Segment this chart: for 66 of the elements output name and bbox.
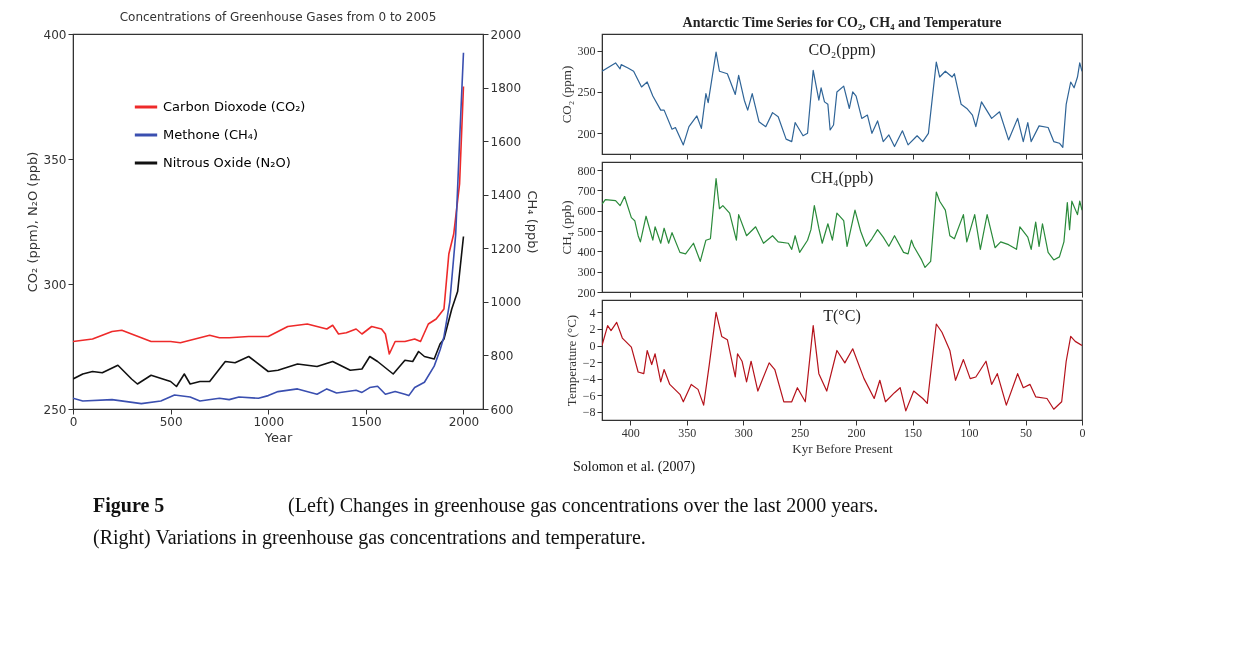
y-tick-label: 300 bbox=[577, 44, 596, 59]
legend-label: Carbon Dioxode (CO₂) bbox=[163, 99, 306, 114]
y-tick-label: 800 bbox=[577, 163, 596, 178]
y-axis-title: CO₂ (ppm), N₂O (ppb) bbox=[24, 151, 40, 293]
caption: Figure 5 bbox=[93, 494, 165, 517]
y2-axis-title: CH₄ (ppb) bbox=[525, 190, 541, 254]
y2-tick-label: 800 bbox=[490, 348, 514, 363]
x-tick-label: 350 bbox=[678, 425, 697, 440]
text: (Right) Variations in greenhouse gas concentrations and temperature. bbox=[93, 526, 646, 549]
x-tick-label: 250 bbox=[791, 425, 810, 440]
y-tick-label: 200 bbox=[577, 285, 596, 300]
x-axis-title: Kyr Before Present bbox=[792, 440, 894, 456]
x-tick-label: 1500 bbox=[351, 414, 382, 429]
y-tick-label: 350 bbox=[43, 152, 67, 167]
y-tick-label: −8 bbox=[582, 405, 596, 420]
y-tick-label: 500 bbox=[577, 224, 596, 239]
y-tick-label: 200 bbox=[577, 126, 596, 141]
y-tick-label: −2 bbox=[582, 355, 596, 370]
y-tick-label: 250 bbox=[43, 402, 67, 417]
y2-tick-label: 600 bbox=[490, 402, 514, 417]
y2-tick-label: 1800 bbox=[490, 81, 522, 96]
y2-tick-label: 1000 bbox=[490, 295, 522, 310]
y-axis-title: Temperature (°C) bbox=[563, 314, 579, 407]
x-tick-label: 400 bbox=[621, 425, 640, 440]
x-tick-label: 0 bbox=[69, 414, 78, 429]
x-tick-label: 300 bbox=[734, 425, 753, 440]
annotation: CO₂(ppm) bbox=[808, 41, 876, 59]
line-series bbox=[73, 85, 465, 355]
text: Solomon et al. (2007) bbox=[573, 459, 696, 475]
line-series bbox=[73, 235, 465, 388]
y-axis-title: CO₂ (ppm) bbox=[558, 65, 574, 124]
x-tick-label: 200 bbox=[847, 425, 866, 440]
y-tick-label: −6 bbox=[582, 388, 596, 403]
x-tick-label: 150 bbox=[904, 425, 923, 440]
y2-tick-label: 1400 bbox=[490, 188, 522, 203]
y-tick-label: 250 bbox=[577, 85, 596, 100]
x-tick-label: 50 bbox=[1020, 425, 1033, 440]
x-tick-label: 0 bbox=[1079, 425, 1086, 440]
y-tick-label: 400 bbox=[577, 244, 596, 259]
y-tick-label: −4 bbox=[582, 372, 596, 387]
line-series bbox=[73, 51, 465, 405]
annotation: T(°C) bbox=[823, 307, 861, 325]
x-tick-label: 2000 bbox=[448, 414, 480, 429]
legend-label: Nitrous Oxide (N₂O) bbox=[163, 155, 291, 170]
y-tick-label: 700 bbox=[577, 183, 596, 198]
y2-tick-label: 1200 bbox=[490, 241, 522, 256]
chart-title: Concentrations of Greenhouse Gases from 0 to 2005 bbox=[119, 10, 437, 24]
y-tick-label: 0 bbox=[589, 339, 596, 354]
x-tick-label: 500 bbox=[159, 414, 183, 429]
y2-tick-label: 1600 bbox=[490, 134, 522, 149]
x-tick-label: 1000 bbox=[253, 414, 285, 429]
y-tick-label: 2 bbox=[589, 322, 596, 337]
y2-tick-label: 2000 bbox=[490, 27, 522, 42]
legend-label: Methone (CH₄) bbox=[163, 127, 259, 142]
y-tick-label: 400 bbox=[43, 27, 67, 42]
x-tick-label: 100 bbox=[960, 425, 979, 440]
y-tick-label: 300 bbox=[43, 277, 67, 292]
chart-title: Antarctic Time Series for CO₂, CH₄ and Temperature bbox=[682, 15, 1002, 30]
y-tick-label: 600 bbox=[577, 204, 596, 219]
text: (Left) Changes in greenhouse gas concentrations over the last 2000 years. bbox=[288, 494, 879, 517]
x-axis-title: Year bbox=[263, 429, 293, 445]
y-tick-label: 4 bbox=[589, 305, 596, 320]
y-axis-title: CH₄ (ppb) bbox=[558, 200, 574, 255]
line-series bbox=[602, 311, 1082, 412]
annotation: CH₄(ppb) bbox=[810, 169, 874, 187]
y-tick-label: 300 bbox=[577, 265, 596, 280]
